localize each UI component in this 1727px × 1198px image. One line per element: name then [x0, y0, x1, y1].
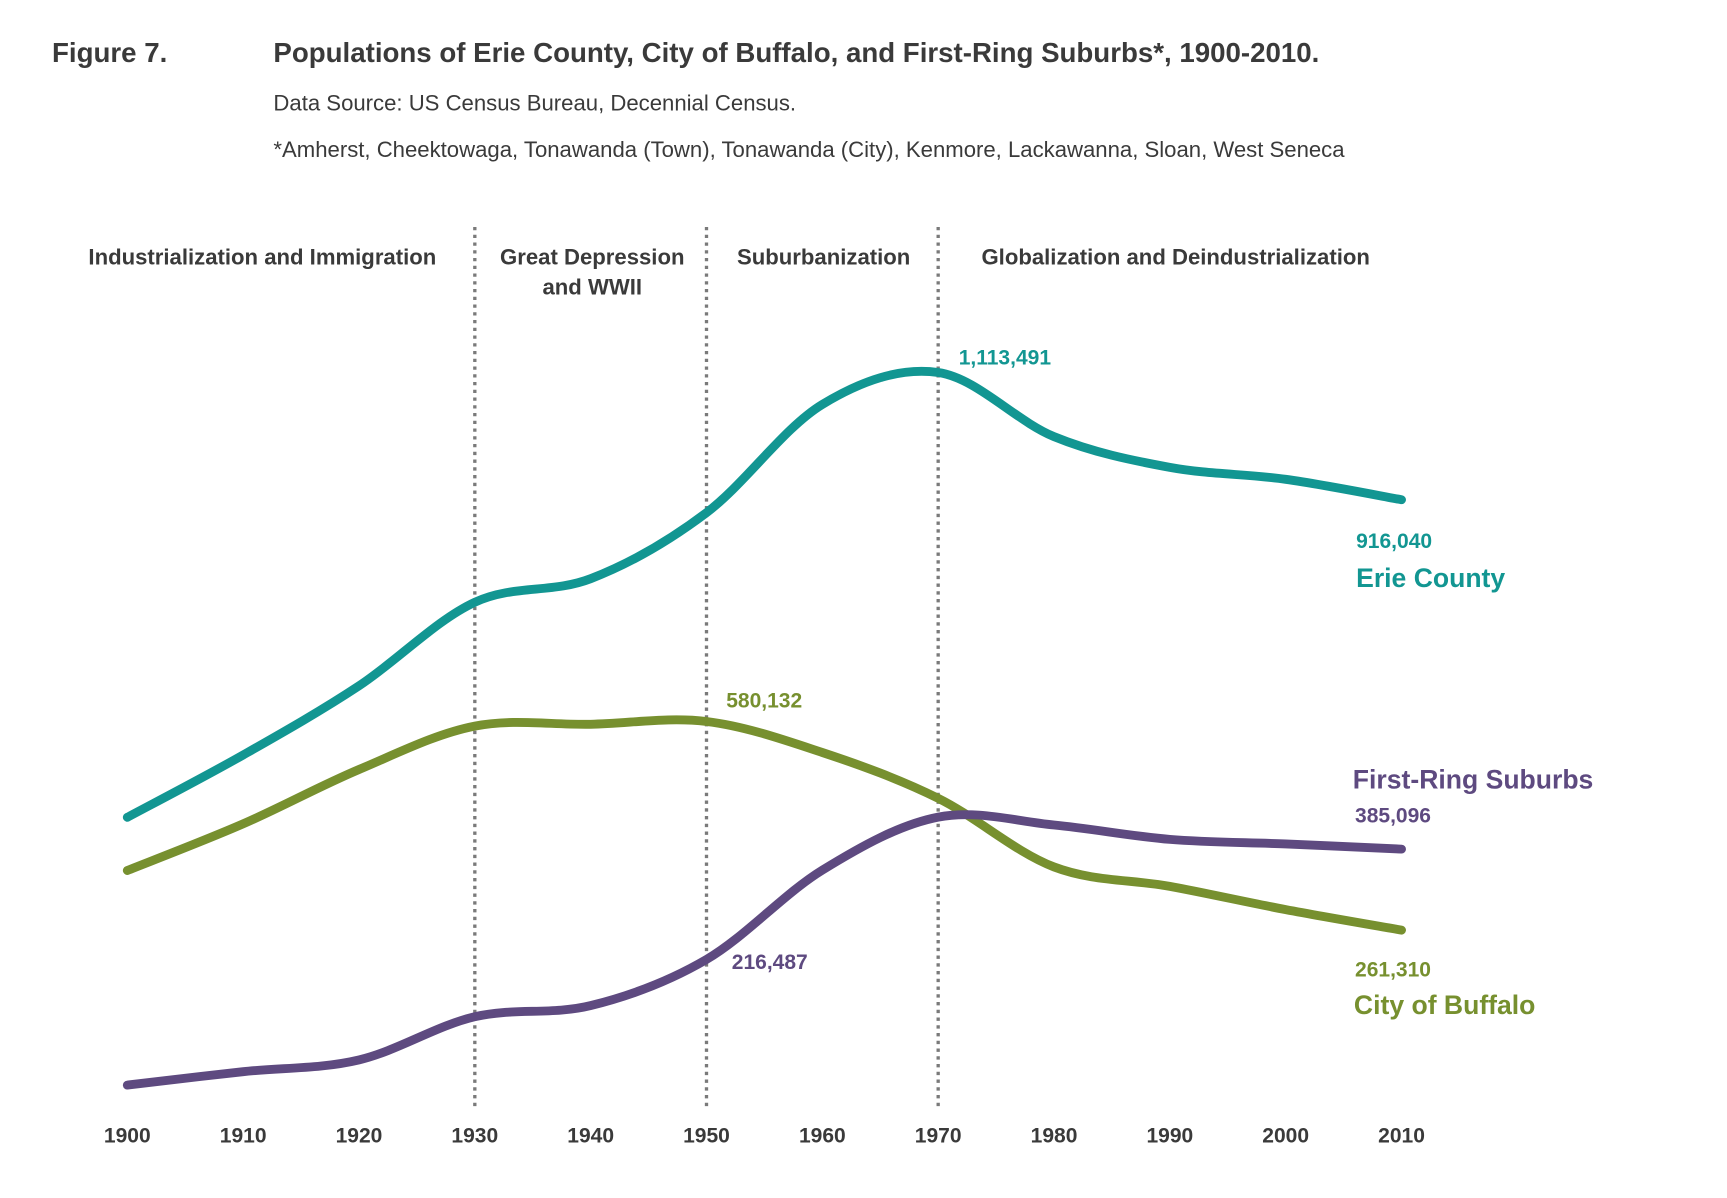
x-tick-label: 1940 [567, 1125, 614, 1148]
series-line-erie-county [122, 366, 1406, 822]
series-lines [122, 366, 1406, 1090]
chart-footnote: *Amherst, Cheektowaga, Tonawanda (Town),… [273, 137, 1345, 162]
x-tick-label: 1930 [451, 1125, 498, 1148]
data-label: 916,040 [1356, 530, 1432, 553]
data-label: 216,487 [732, 951, 808, 974]
x-tick-label: 1970 [915, 1125, 962, 1148]
x-tick-label: 1900 [104, 1125, 151, 1148]
x-tick-label: 2000 [1262, 1125, 1309, 1148]
series-label-erie-county: Erie County [1356, 563, 1505, 593]
x-axis-ticks: 1900 1910 1920 1930 1940 1950 1960 1970 1980 1990… [104, 1125, 1425, 1148]
x-tick-label: 1960 [799, 1125, 846, 1148]
era-label: Industrialization and Immigration [88, 245, 436, 270]
era-label: Globalization and Deindustrialization [981, 245, 1369, 270]
era-labels: Industrialization and Immigration Great D… [88, 245, 1369, 300]
series-line-first-ring-suburbs [122, 810, 1406, 1090]
series-label-first-ring-suburbs: First-Ring Suburbs [1353, 764, 1594, 794]
chart-subtitle: Data Source: US Census Bureau, Decennial… [273, 91, 796, 116]
data-label: 580,132 [726, 690, 802, 713]
era-dividers [473, 226, 940, 1108]
data-labels: 1,113,491 916,040 580,132 261,310 216,487 385… [726, 346, 1432, 981]
x-tick-label: 2010 [1378, 1125, 1425, 1148]
x-tick-label: 1910 [220, 1125, 267, 1148]
x-tick-label: 1980 [1031, 1125, 1078, 1148]
era-label: and WWII [543, 275, 643, 300]
x-tick-label: 1990 [1146, 1125, 1193, 1148]
chart-title: Populations of Erie County, City of Buff… [273, 37, 1319, 68]
series-line-city-of-buffalo [122, 715, 1406, 935]
figure-label: Figure 7. [52, 37, 167, 68]
data-label: 261,310 [1355, 959, 1431, 982]
x-tick-label: 1920 [336, 1125, 383, 1148]
era-label: Great Depression [500, 245, 684, 270]
era-label: Suburbanization [737, 245, 910, 270]
data-label: 1,113,491 [959, 346, 1052, 369]
series-label-city-of-buffalo: City of Buffalo [1354, 990, 1535, 1020]
data-label: 385,096 [1355, 805, 1431, 828]
x-tick-label: 1950 [683, 1125, 730, 1148]
